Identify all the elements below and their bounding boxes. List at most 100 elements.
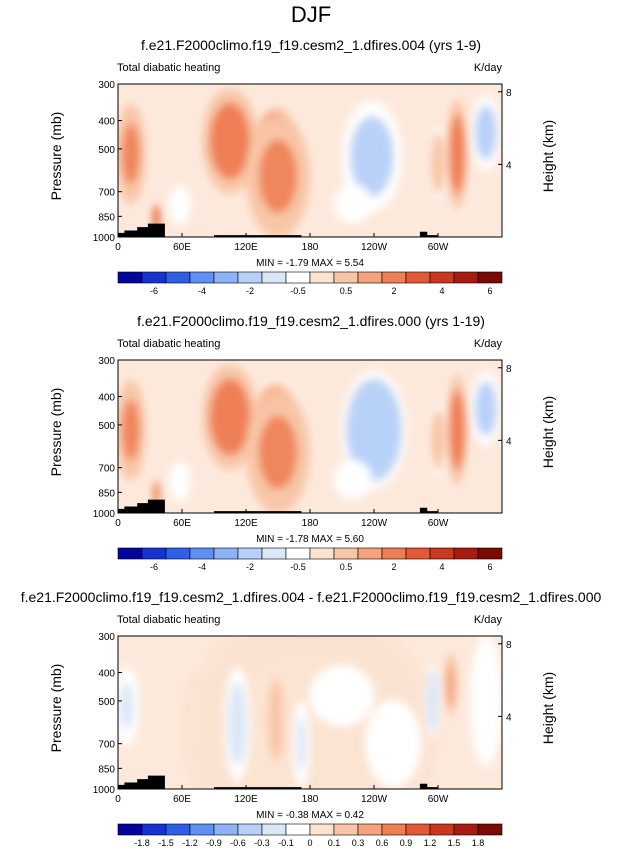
panel-2-ytick-label-0: 300 xyxy=(98,356,115,367)
panel-3-colorbar-box-12 xyxy=(405,823,431,836)
panel-1-feature-9-band-3 xyxy=(432,142,444,185)
panel-3-colorbar-box-3 xyxy=(189,823,215,836)
panel-2-colorbar-box-12 xyxy=(405,547,431,560)
panel-3-right-label: K/day xyxy=(473,614,502,626)
panel-2-title: f.e21.F2000climo.f19_f19.cesm2_1.dfires.… xyxy=(137,313,485,329)
panel-2-ytick-label-2: 500 xyxy=(98,421,115,432)
panel-3-left-label: Total diabatic heating xyxy=(117,614,221,626)
panel-2-rtick-label-0: 8 xyxy=(506,364,512,375)
panel-2-ytick-label-4: 850 xyxy=(98,488,115,499)
panel-1-title: f.e21.F2000climo.f19_f19.cesm2_1.dfires.… xyxy=(140,37,482,53)
panel-2-left-label: Total diabatic heating xyxy=(117,338,221,350)
panel-3-rtick-label-1: 4 xyxy=(506,712,512,723)
panel-2-feature-3-band-3 xyxy=(213,385,247,449)
panel-2-colorbar-box-8 xyxy=(309,547,335,560)
panel-1-ytick-label-1: 400 xyxy=(98,117,115,128)
panel-2-colorbar-label-7: 6 xyxy=(487,562,492,572)
panel-3-field xyxy=(118,636,502,789)
panel-3-colorbar-box-5 xyxy=(237,823,263,836)
panel-1-xtick-label-0: 0 xyxy=(115,242,121,253)
panel-3-colorbar-box-13 xyxy=(429,823,455,836)
panel-2-plot: 0 60E 120E 180 120W 60W 300 400 500 700 850 1000 8 4 -… xyxy=(93,356,512,572)
panel-1-xtick-label-3: 180 xyxy=(302,242,319,253)
panel-2-right-label: K/day xyxy=(473,338,502,350)
panel-2-xtick-label-0: 0 xyxy=(115,518,121,529)
panel-2-feature-8-band-3 xyxy=(450,397,464,463)
panel-2-colorbar-box-9 xyxy=(333,547,359,560)
panel-3-feature-8-band-3 xyxy=(428,679,438,722)
panel-3-xtick-label-3: 180 xyxy=(302,794,319,805)
panel-3-colorbar-label-8: 0.1 xyxy=(328,838,341,848)
panel-2-ytick-label-5: 1000 xyxy=(93,509,116,520)
panel-2-colorbar-box-3 xyxy=(189,547,215,560)
panel-1-colorbar-label-0: -6 xyxy=(150,286,158,296)
panel-2-feature-5-band-3 xyxy=(258,415,298,489)
panel-1-xtick-label-1: 60E xyxy=(173,242,191,253)
panel-3-colorbar-label-13: 1.5 xyxy=(448,838,461,848)
panel-1-colorbar-box-13 xyxy=(429,271,455,284)
panel-3-colorbar-label-7: 0 xyxy=(307,838,312,848)
panel-1-colorbar-label-5: 2 xyxy=(391,286,396,296)
panel-3-colorbar-box-4 xyxy=(213,823,239,836)
panel-3-feature-10-band-3 xyxy=(476,661,496,741)
panel-3-feature-3-band-3 xyxy=(229,689,246,759)
panel-1-ytick-label-0: 300 xyxy=(98,80,115,91)
panel-3-contours xyxy=(118,636,502,789)
panel-3-feature-6-band-3 xyxy=(322,677,362,715)
panel-2-field xyxy=(118,360,502,513)
panel-3-ytick-label-3: 700 xyxy=(98,740,115,751)
panel-2-colorbar-box-13 xyxy=(429,547,455,560)
panel-3-colorbar-box-8 xyxy=(309,823,335,836)
panel-1-colorbar-label-2: -2 xyxy=(246,286,254,296)
panel-3-ytick-label-4: 850 xyxy=(98,764,115,775)
panel-1-colorbar-label-6: 4 xyxy=(439,286,444,296)
panel-2-ytick-label-1: 400 xyxy=(98,393,115,404)
panel-3-colorbar-box-1 xyxy=(141,823,167,836)
panel-3-colorbar-label-3: -0.9 xyxy=(206,838,222,848)
panel-2-colorbar-box-10 xyxy=(357,547,383,560)
panel-2-colorbar-label-4: 0.5 xyxy=(340,562,353,572)
panel-1-colorbar-label-3: -0.5 xyxy=(290,286,306,296)
panel-3-colorbar-box-0 xyxy=(117,823,143,836)
panel-2-xtick-label-4: 120W xyxy=(361,518,388,529)
panel-1-xtick-label-2: 120E xyxy=(234,242,258,253)
panel-1-ytick-label-5: 1000 xyxy=(93,233,116,244)
panel-1-colorbar-box-15 xyxy=(477,271,503,284)
panel-2-colorbar-box-6 xyxy=(261,547,287,560)
panel-2-feature-2-band-3 xyxy=(173,469,187,494)
panel-3-feature-9-band-3 xyxy=(446,663,456,706)
panel-1-ytick-label-2: 500 xyxy=(98,145,115,156)
panel-1-feature-6-band-3 xyxy=(353,123,390,190)
panel-3-xtick-label-1: 60E xyxy=(173,794,191,805)
panel-1-colorbar-box-12 xyxy=(405,271,431,284)
panel-2-colorbar-label-1: -4 xyxy=(198,562,206,572)
panel-3-colorbar-box-6 xyxy=(261,823,287,836)
panel-2-colorbar-label-3: -0.5 xyxy=(290,562,306,572)
panel-1-field xyxy=(118,84,502,237)
panel-2-feature-9-band-3 xyxy=(432,418,444,461)
panel-2-colorbar-label-0: -6 xyxy=(150,562,158,572)
panel-3-colorbar-label-14: 1.8 xyxy=(472,838,485,848)
panel-1-colorbar-box-7 xyxy=(285,271,311,284)
panel-2-colorbar-box-4 xyxy=(213,547,239,560)
panel-1-feature-1-band-3 xyxy=(153,208,159,228)
panel-3-ytick-label-2: 500 xyxy=(98,697,115,708)
panel-3-xtick-label-4: 120W xyxy=(361,794,388,805)
panel-1-colorbar-box-4 xyxy=(213,271,239,284)
panel-3-feature-4-band-3 xyxy=(269,685,283,754)
panel-1-colorbar-box-0 xyxy=(117,271,143,284)
panel-1-colorbar-box-3 xyxy=(189,271,215,284)
panel-1-xtick-label-5: 60W xyxy=(428,242,449,253)
panel-1-colorbar-box-1 xyxy=(141,271,167,284)
panel-1-left-label: Total diabatic heating xyxy=(117,62,221,74)
panel-2-colorbar-box-1 xyxy=(141,547,167,560)
panel-3-colorbar-label-2: -1.2 xyxy=(182,838,198,848)
panel-1-plot: 0 60E 120E 180 120W 60W 300 400 500 700 850 1000 8 4 -… xyxy=(93,80,512,296)
panel-3-colorbar-label-1: -1.5 xyxy=(158,838,174,848)
panel-2-xtick-label-3: 180 xyxy=(302,518,319,529)
panel-3-colorbar-label-12: 1.2 xyxy=(424,838,437,848)
panel-3-colorbar-box-9 xyxy=(333,823,359,836)
panel-1-colorbar-box-9 xyxy=(333,271,359,284)
panel-1-ytick-label-4: 850 xyxy=(98,212,115,223)
panel-3-colorbar-box-15 xyxy=(477,823,503,836)
